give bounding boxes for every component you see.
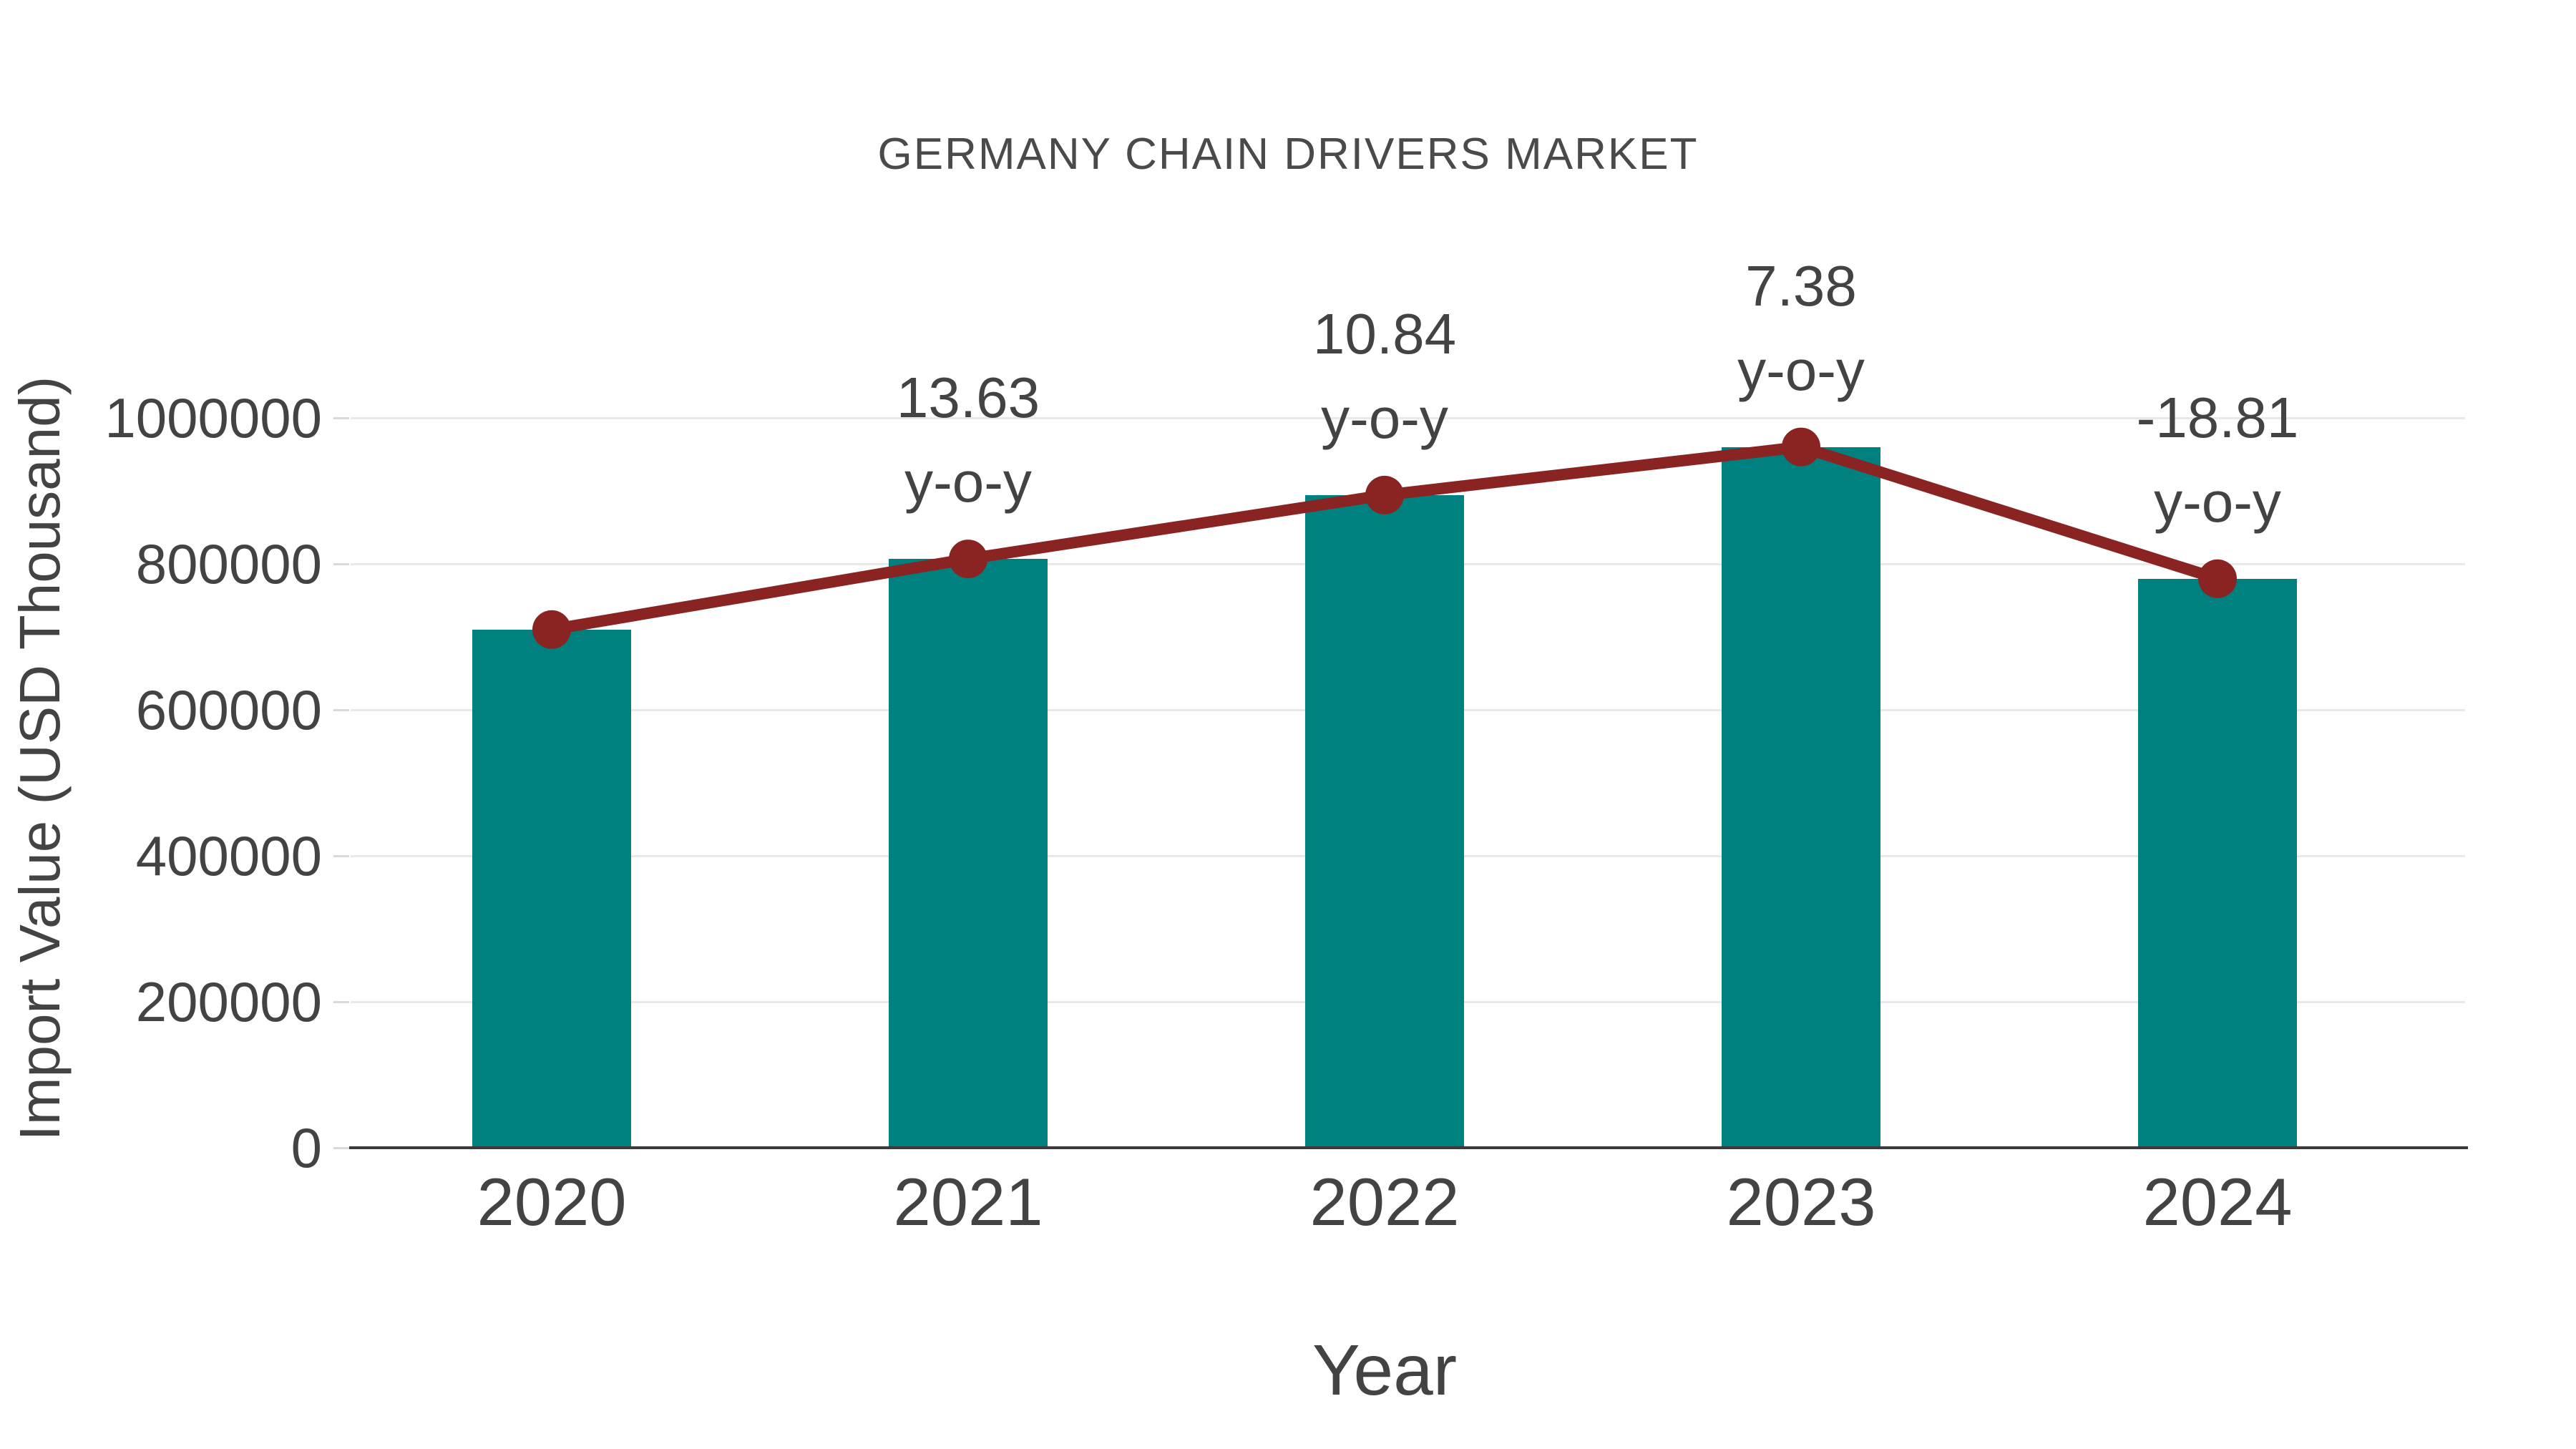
yoy-suffix: y-o-y xyxy=(904,450,1032,514)
yoy-marker-2022[interactable] xyxy=(1365,475,1404,514)
y-tick-label: 800000 xyxy=(135,532,322,595)
yoy-suffix: y-o-y xyxy=(1737,338,1865,402)
yoy-suffix: y-o-y xyxy=(2154,469,2281,534)
y-tick-mark xyxy=(333,854,349,857)
gridline-1000000 xyxy=(351,416,2465,419)
yoy-suffix: y-o-y xyxy=(1321,386,1448,450)
y-tick-mark xyxy=(333,1000,349,1003)
y-tick-label: 1000000 xyxy=(104,386,322,449)
x-axis-line xyxy=(349,1146,2468,1149)
bar-2021[interactable] xyxy=(889,559,1048,1148)
yoy-value: 7.38 xyxy=(1745,253,1857,318)
yoy-marker-2020[interactable] xyxy=(532,610,571,649)
chart-title: GERMANY CHAIN DRIVERS MARKET xyxy=(877,130,1699,179)
bar-2023[interactable] xyxy=(1722,447,1880,1148)
x-tick-label-2024: 2024 xyxy=(2142,1164,2293,1239)
x-tick-label-2022: 2022 xyxy=(1309,1164,1460,1239)
y-tick-mark xyxy=(333,562,349,565)
y-axis-title: Import Value (USD Thousand) xyxy=(8,376,72,1141)
y-tick-label: 400000 xyxy=(135,824,322,887)
yoy-marker-2023[interactable] xyxy=(1782,427,1820,467)
yoy-annotation-2021: 13.63 y-o-y xyxy=(782,356,1154,525)
bar-2022[interactable] xyxy=(1305,494,1464,1148)
y-tick-label: 600000 xyxy=(135,678,322,741)
y-tick-label: 0 xyxy=(291,1116,322,1179)
yoy-marker-2021[interactable] xyxy=(949,540,987,579)
y-tick-mark xyxy=(333,708,349,711)
yoy-value: 13.63 xyxy=(896,366,1040,430)
yoy-value: 10.84 xyxy=(1312,301,1457,366)
x-axis-title: Year xyxy=(1312,1330,1458,1410)
y-tick-label: 200000 xyxy=(135,970,322,1033)
y-tick-mark xyxy=(333,416,349,419)
x-tick-label-2021: 2021 xyxy=(893,1164,1043,1239)
x-tick-label-2020: 2020 xyxy=(477,1164,627,1239)
y-tick-mark xyxy=(333,1146,349,1149)
bar-2024[interactable] xyxy=(2138,578,2297,1148)
yoy-annotation-2023: 7.38 y-o-y xyxy=(1615,244,1987,413)
yoy-marker-2024[interactable] xyxy=(2198,559,2237,598)
yoy-value: -18.81 xyxy=(2136,385,2299,449)
yoy-annotation-2022: 10.84 y-o-y xyxy=(1199,292,1571,461)
bar-2020[interactable] xyxy=(472,629,631,1148)
yoy-annotation-2024: -18.81 y-o-y xyxy=(2031,376,2404,545)
x-tick-label-2023: 2023 xyxy=(1726,1164,1876,1239)
